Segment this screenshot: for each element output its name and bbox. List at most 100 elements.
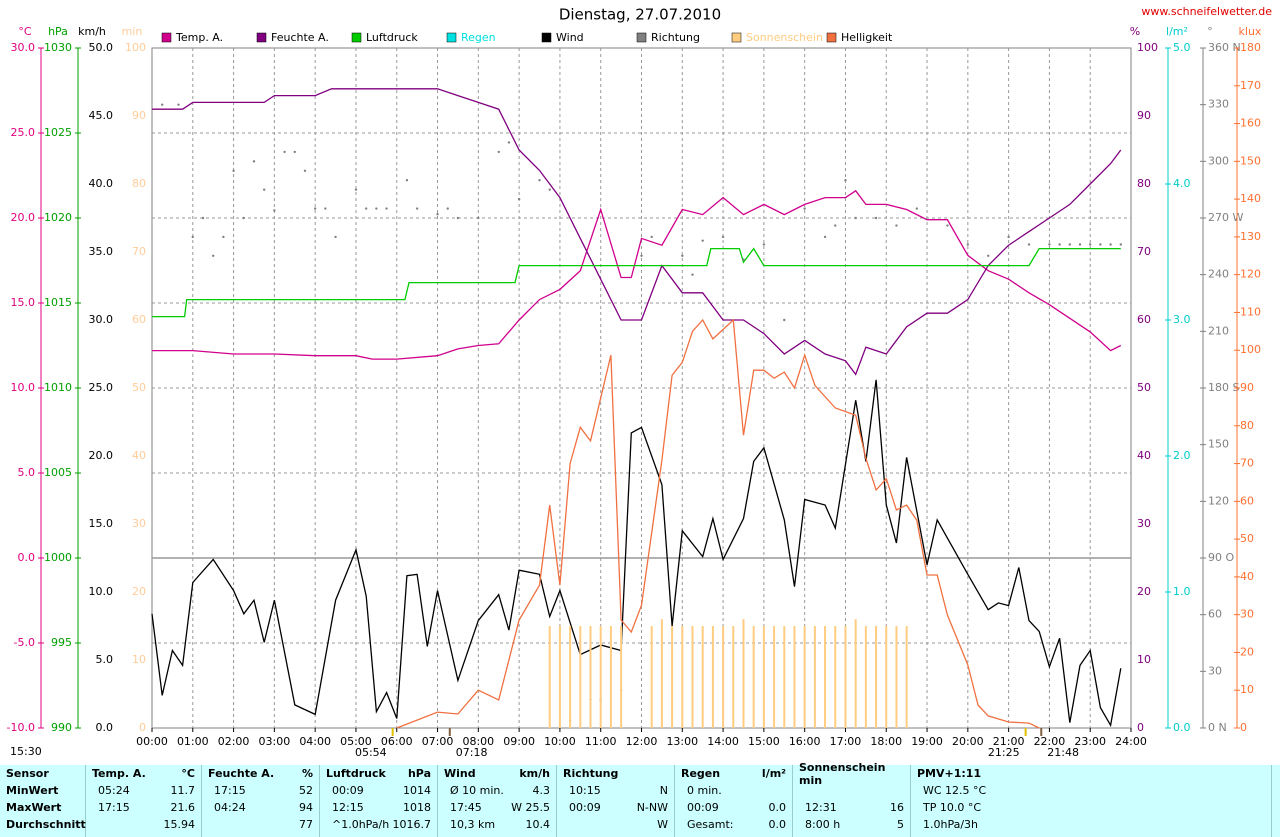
legend-swatch (636, 32, 647, 43)
direction-dot (1089, 243, 1092, 246)
series-line (396, 318, 1040, 729)
cell-text: 16 (890, 801, 904, 814)
y-tick-label: 5.0 (18, 466, 36, 479)
direction-dot (823, 235, 827, 239)
y-tick-label: 330 (1208, 98, 1229, 111)
table-cell: 1.0hPa/3h (917, 816, 1265, 833)
table-column: Feuchte A.% 17:15 52 04:24 94 77 (202, 765, 320, 837)
y-tick-label: 10 (1137, 653, 1151, 666)
table-column: Regen l/m² 0 min. 00:09 0.0 Gesamt: 0.0 (675, 765, 793, 837)
y-tick-label: 1000 (44, 551, 72, 564)
sun-bar (762, 626, 765, 728)
cell-text: 10,3 km (450, 818, 496, 831)
y-tick-label: 180 (1240, 41, 1261, 54)
table-cell: Gesamt: 0.0 (681, 816, 786, 833)
cell-text: 00:09 (569, 801, 601, 814)
y-tick-label: 1020 (44, 211, 72, 224)
cell-text: 52 (299, 784, 313, 797)
x-tick-label: 19:00 (911, 735, 943, 748)
direction-dot (507, 141, 511, 144)
table-cell: TP 10.0 °C (917, 799, 1265, 816)
y-tick-label: 130 (1240, 230, 1261, 243)
x-tick-label: 23:00 (1074, 735, 1106, 748)
direction-dot (436, 213, 439, 216)
table-cell: 17:15 21.6 (92, 799, 195, 816)
direction-dot (1068, 243, 1072, 246)
sun-bar (701, 626, 704, 728)
table-cell: 10,3 km 10.4 (444, 816, 550, 833)
x-tick-label: 17:00 (830, 735, 862, 748)
cell-text: Wind (444, 767, 476, 780)
direction-dot (895, 224, 898, 227)
y-tick-label: 150 (1240, 154, 1261, 167)
direction-dot (313, 207, 317, 210)
y-tick-label: 15.0 (89, 517, 114, 530)
cell-text: N (659, 784, 668, 797)
cell-text: Regen (681, 767, 721, 780)
direction-dot (681, 254, 684, 257)
y-tick-label: 30 (1208, 664, 1222, 677)
y-tick-label: 360 N (1208, 41, 1241, 54)
y-tick-label: 15.0 (11, 296, 36, 309)
sun-bar (834, 626, 837, 728)
legend-swatch (826, 32, 837, 43)
table-cell: 12:15 1018 (326, 799, 431, 816)
cell-text: Ø 10 min. (450, 784, 504, 797)
y-tick-label: 50 (1240, 532, 1254, 545)
table-cell: PMV+1:11 (917, 765, 1265, 782)
table-column: PMV+1:11 WC 12.5 °C TP 10.0 °C 1.0hPa/3h (911, 765, 1272, 837)
x-tick-label: 03:00 (259, 735, 291, 748)
legend-label: Helligkeit (841, 31, 893, 44)
y-tick-label: 10 (132, 653, 146, 666)
axis-unit: klux (1239, 25, 1262, 38)
direction-dot (160, 103, 164, 106)
direction-dot (446, 207, 449, 210)
direction-dot (477, 216, 480, 220)
direction-dot (385, 207, 388, 210)
series-line (152, 88, 1122, 376)
direction-dot (946, 224, 949, 227)
x-tick-label: 14:00 (707, 735, 739, 748)
cell-text: 0.0 (768, 818, 787, 831)
y-tick-label: 2.0 (1173, 449, 1191, 462)
y-tick-label: 25.0 (89, 381, 114, 394)
y-tick-label: 30 (1137, 517, 1151, 530)
table-cell: 10:15 N (563, 782, 668, 799)
direction-dot (701, 239, 704, 242)
direction-dot (548, 188, 551, 191)
x-tick-label: 09:00 (503, 735, 535, 748)
y-tick-label: 100 (1137, 41, 1158, 54)
table-cell: WC 12.5 °C (917, 782, 1265, 799)
legend-swatch (161, 32, 172, 43)
table-column: Luftdruck hPa 00:09 1014 12:15 1018 ^1.0hPa/h 1… (320, 765, 438, 837)
direction-dot (640, 254, 643, 257)
x-tick-label: 12:00 (626, 735, 658, 748)
x-tick-label: 24:00 (1115, 735, 1147, 748)
x-tick-label: 07:00 (422, 735, 454, 748)
x-tick-label: 20:00 (952, 735, 984, 748)
y-tick-label: 300 (1208, 154, 1229, 167)
direction-dot (283, 150, 286, 154)
axis-unit: hPa (48, 25, 68, 38)
y-tick-label: 160 (1240, 117, 1261, 130)
cell-text: l/m² (761, 767, 786, 780)
direction-dot (691, 273, 694, 276)
table-cell: Durchschnitt (6, 816, 86, 833)
legend-label: Wind (556, 31, 584, 44)
y-tick-label: -10.0 (7, 721, 35, 734)
axis-unit: km/h (78, 25, 106, 38)
axis-unit: l/m² (1166, 25, 1188, 38)
series-line (151, 379, 1122, 728)
direction-dot (273, 209, 276, 212)
x-tick-label: 13:00 (666, 735, 698, 748)
y-tick-label: 150 (1208, 438, 1229, 451)
y-tick-label: 20.0 (89, 449, 114, 462)
y-tick-label: 70 (1240, 457, 1254, 470)
y-tick-label: 90 (1240, 381, 1254, 394)
axis-unit: °C (18, 25, 32, 38)
y-tick-label: 270 W (1208, 211, 1243, 224)
sun-bar (691, 626, 694, 728)
cell-text: TP 10.0 °C (923, 801, 982, 814)
table-cell: Richtung (563, 765, 668, 782)
